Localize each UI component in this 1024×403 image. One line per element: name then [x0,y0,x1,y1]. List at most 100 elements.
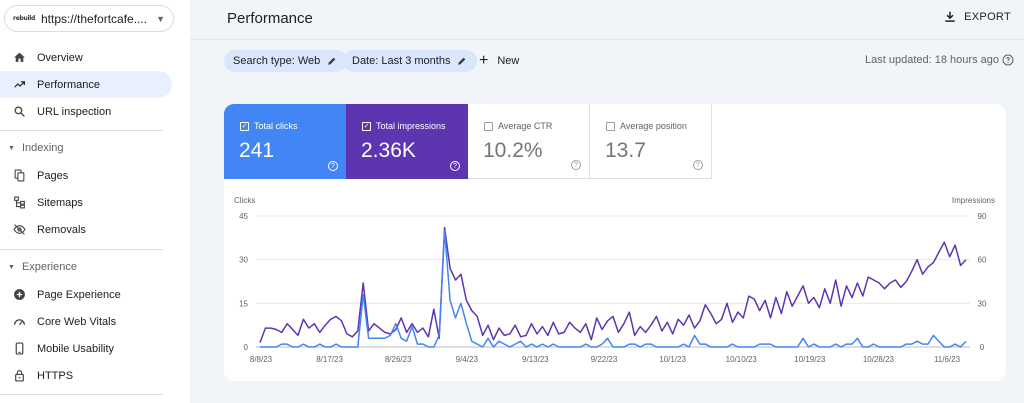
metric-impressions-value: 2.36K [361,139,416,162]
x-tick-label: 9/4/23 [456,355,479,364]
x-tick-label: 8/26/23 [385,355,412,364]
section-experience-label: Experience [21,261,77,273]
nav-pages[interactable]: Pages [0,162,172,189]
series-line-impressions [259,226,967,343]
pages-icon [13,169,26,182]
x-tick-label: 10/10/23 [726,355,758,364]
nav-removals[interactable]: Removals [0,216,172,243]
metric-impressions-label: Total impressions [376,121,446,131]
metric-position-label: Average position [620,121,687,131]
metric-average-ctr[interactable]: Average CTR 10.2% ? [468,104,590,179]
chevron-down-icon: ▼ [156,13,165,24]
y-tick-left: 30 [239,256,248,265]
y-tick-right: 60 [978,256,987,265]
x-tick-label: 9/22/23 [591,355,618,364]
nav-core-web-vitals-label: Core Web Vitals [37,315,117,328]
caret-down-icon: ▼ [8,263,15,271]
metric-label-row: Average position [606,121,687,131]
home-icon [13,51,26,64]
date-chip[interactable]: Date: Last 3 months [343,50,478,72]
nav-overview[interactable]: Overview [0,44,172,71]
y-axis-left-title: Clicks [234,196,255,205]
export-label: EXPORT [964,11,1011,23]
speed-icon [13,315,26,328]
section-indexing-label: Indexing [21,142,64,154]
x-tick-label: 8/8/23 [250,355,273,364]
y-tick-right: 90 [978,212,987,221]
metric-label-row: Average CTR [484,121,552,131]
last-updated: Last updated: 18 hours ago [865,54,1014,66]
checkbox-unchecked-icon[interactable] [606,121,615,131]
plus-circle-icon [13,288,26,301]
page-title: Performance [227,10,313,27]
y-tick-right: 0 [980,343,985,352]
help-icon[interactable]: ? [571,160,581,170]
help-icon[interactable]: ? [693,160,703,170]
metric-ctr-label: Average CTR [498,121,553,131]
sitemap-icon [13,196,26,209]
y-tick-right: 30 [978,299,987,308]
help-icon[interactable]: ? [450,161,460,171]
nav-core-web-vitals[interactable]: Core Web Vitals [0,308,172,335]
trending-up-icon [13,78,26,91]
eye-off-icon [13,223,26,236]
divider [0,249,163,250]
search-icon [13,105,26,118]
metric-label-row: ✓ Total clicks [240,121,298,131]
metric-position-value: 13.7 [605,139,646,162]
nav-performance[interactable]: Performance [0,71,172,98]
property-selector[interactable]: rebuild https://thefortcafe.... ▼ [4,5,174,32]
sidebar: rebuild https://thefortcafe.... ▼ Overvi… [0,0,190,403]
nav-url-inspection-label: URL inspection [37,105,112,118]
nav-page-experience[interactable]: Page Experience [0,281,172,308]
x-tick-label: 11/6/23 [934,355,961,364]
nav-performance-label: Performance [37,78,100,91]
performance-chart[interactable]: Clicks Impressions 0 0 15 30 30 60 45 90 8/8/23 8/1… [224,179,1006,381]
property-url: https://thefortcafe.... [41,11,148,26]
metric-clicks-value: 241 [239,139,275,162]
nav-sitemaps[interactable]: Sitemaps [0,189,172,216]
nav-page-experience-label: Page Experience [37,288,121,301]
nav-https-label: HTTPS [37,369,74,382]
metric-total-impressions[interactable]: ✓ Total impressions 2.36K ? [346,104,468,179]
x-tick-label: 10/1/23 [659,355,686,364]
nav-url-inspection[interactable]: URL inspection [0,98,172,125]
new-filter-button[interactable]: + New [479,50,519,72]
performance-card: ✓ Total clicks 241 ? ✓ Total impressions… [224,104,1006,381]
nav-mobile-usability[interactable]: Mobile Usability [0,335,172,362]
last-updated-text: Last updated: 18 hours ago [865,54,999,66]
checkbox-checked-icon[interactable]: ✓ [240,121,249,131]
x-tick-label: 9/13/23 [522,355,549,364]
edit-icon [328,57,336,65]
search-type-chip[interactable]: Search type: Web [224,50,348,72]
export-button[interactable]: EXPORT [943,10,1011,24]
help-icon[interactable] [1002,54,1014,66]
x-tick-label: 10/28/23 [863,355,895,364]
nav-https[interactable]: HTTPS [0,362,172,389]
metric-total-clicks[interactable]: ✓ Total clicks 241 ? [224,104,346,179]
nav-mobile-usability-label: Mobile Usability [37,342,115,355]
nav-overview-label: Overview [37,51,83,64]
metric-average-position[interactable]: Average position 13.7 ? [590,104,712,179]
download-icon [945,11,955,22]
lock-icon [13,369,26,382]
nav-pages-label: Pages [37,169,69,182]
checkbox-unchecked-icon[interactable] [484,121,493,131]
y-axis-right-title: Impressions [952,196,995,205]
search-type-label: Search type: Web [233,55,321,67]
section-indexing[interactable]: ▼ Indexing [0,137,172,159]
y-tick-left: 0 [244,343,249,352]
checkbox-checked-icon[interactable]: ✓ [362,121,371,131]
section-experience[interactable]: ▼ Experience [0,256,172,278]
metric-label-row: ✓ Total impressions [362,121,446,131]
date-label: Date: Last 3 months [352,55,451,67]
metric-ctr-value: 10.2% [483,139,543,162]
header-divider [190,39,1024,40]
help-icon[interactable]: ? [328,161,338,171]
edit-icon [458,57,466,65]
x-tick-label: 10/19/23 [794,355,826,364]
plus-icon: + [479,52,489,69]
y-tick-left: 15 [239,299,248,308]
new-filter-label: New [497,55,520,67]
smartphone-icon [13,342,26,355]
